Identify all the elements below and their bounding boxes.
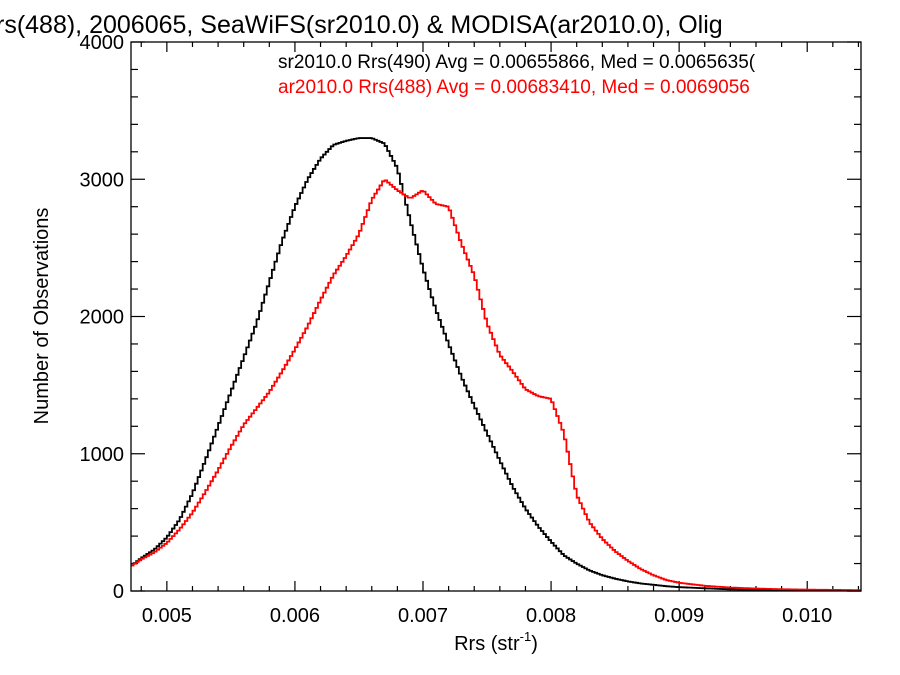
chart-title: rs(488), 2006065, SeaWiFS(sr2010.0) & MO… <box>0 11 723 39</box>
x-axis-label-main: Rrs (str <box>454 633 520 655</box>
series-line-sr2010 <box>131 137 861 592</box>
plot-frame <box>130 41 862 592</box>
legend-entry-sr2010: sr2010.0 Rrs(490) Avg = 0.00655866, Med … <box>278 52 756 73</box>
x-axis-label-close: ) <box>531 633 538 655</box>
x-tick-label: 0.006 <box>270 605 320 627</box>
y-axis-label: Number of Observations <box>31 208 53 425</box>
series-line-ar2010 <box>131 179 861 592</box>
x-tick-label: 0.010 <box>782 605 832 627</box>
x-tick-label: 0.009 <box>654 605 704 627</box>
y-tick-label: 2000 <box>80 307 125 329</box>
y-tick-label: 4000 <box>80 32 125 54</box>
x-tick-label: 0.007 <box>398 605 448 627</box>
tick-labels: 0.005 0.006 0.007 0.008 0.009 0.010 0 1000 2000 3… <box>80 32 833 627</box>
legend-entry-ar2010: ar2010.0 Rrs(488) Avg = 0.00683410, Med … <box>278 77 750 98</box>
series-group <box>131 137 861 592</box>
x-tick-label: 0.005 <box>142 605 192 627</box>
x-axis-label-superscript: -1 <box>520 629 532 644</box>
axes <box>131 41 861 592</box>
y-tick-label: 3000 <box>80 169 125 191</box>
y-tick-label: 0 <box>113 581 124 603</box>
x-tick-label: 0.008 <box>526 605 576 627</box>
x-axis-label: Rrs (str-1) <box>454 629 538 655</box>
y-tick-label: 1000 <box>80 444 125 466</box>
